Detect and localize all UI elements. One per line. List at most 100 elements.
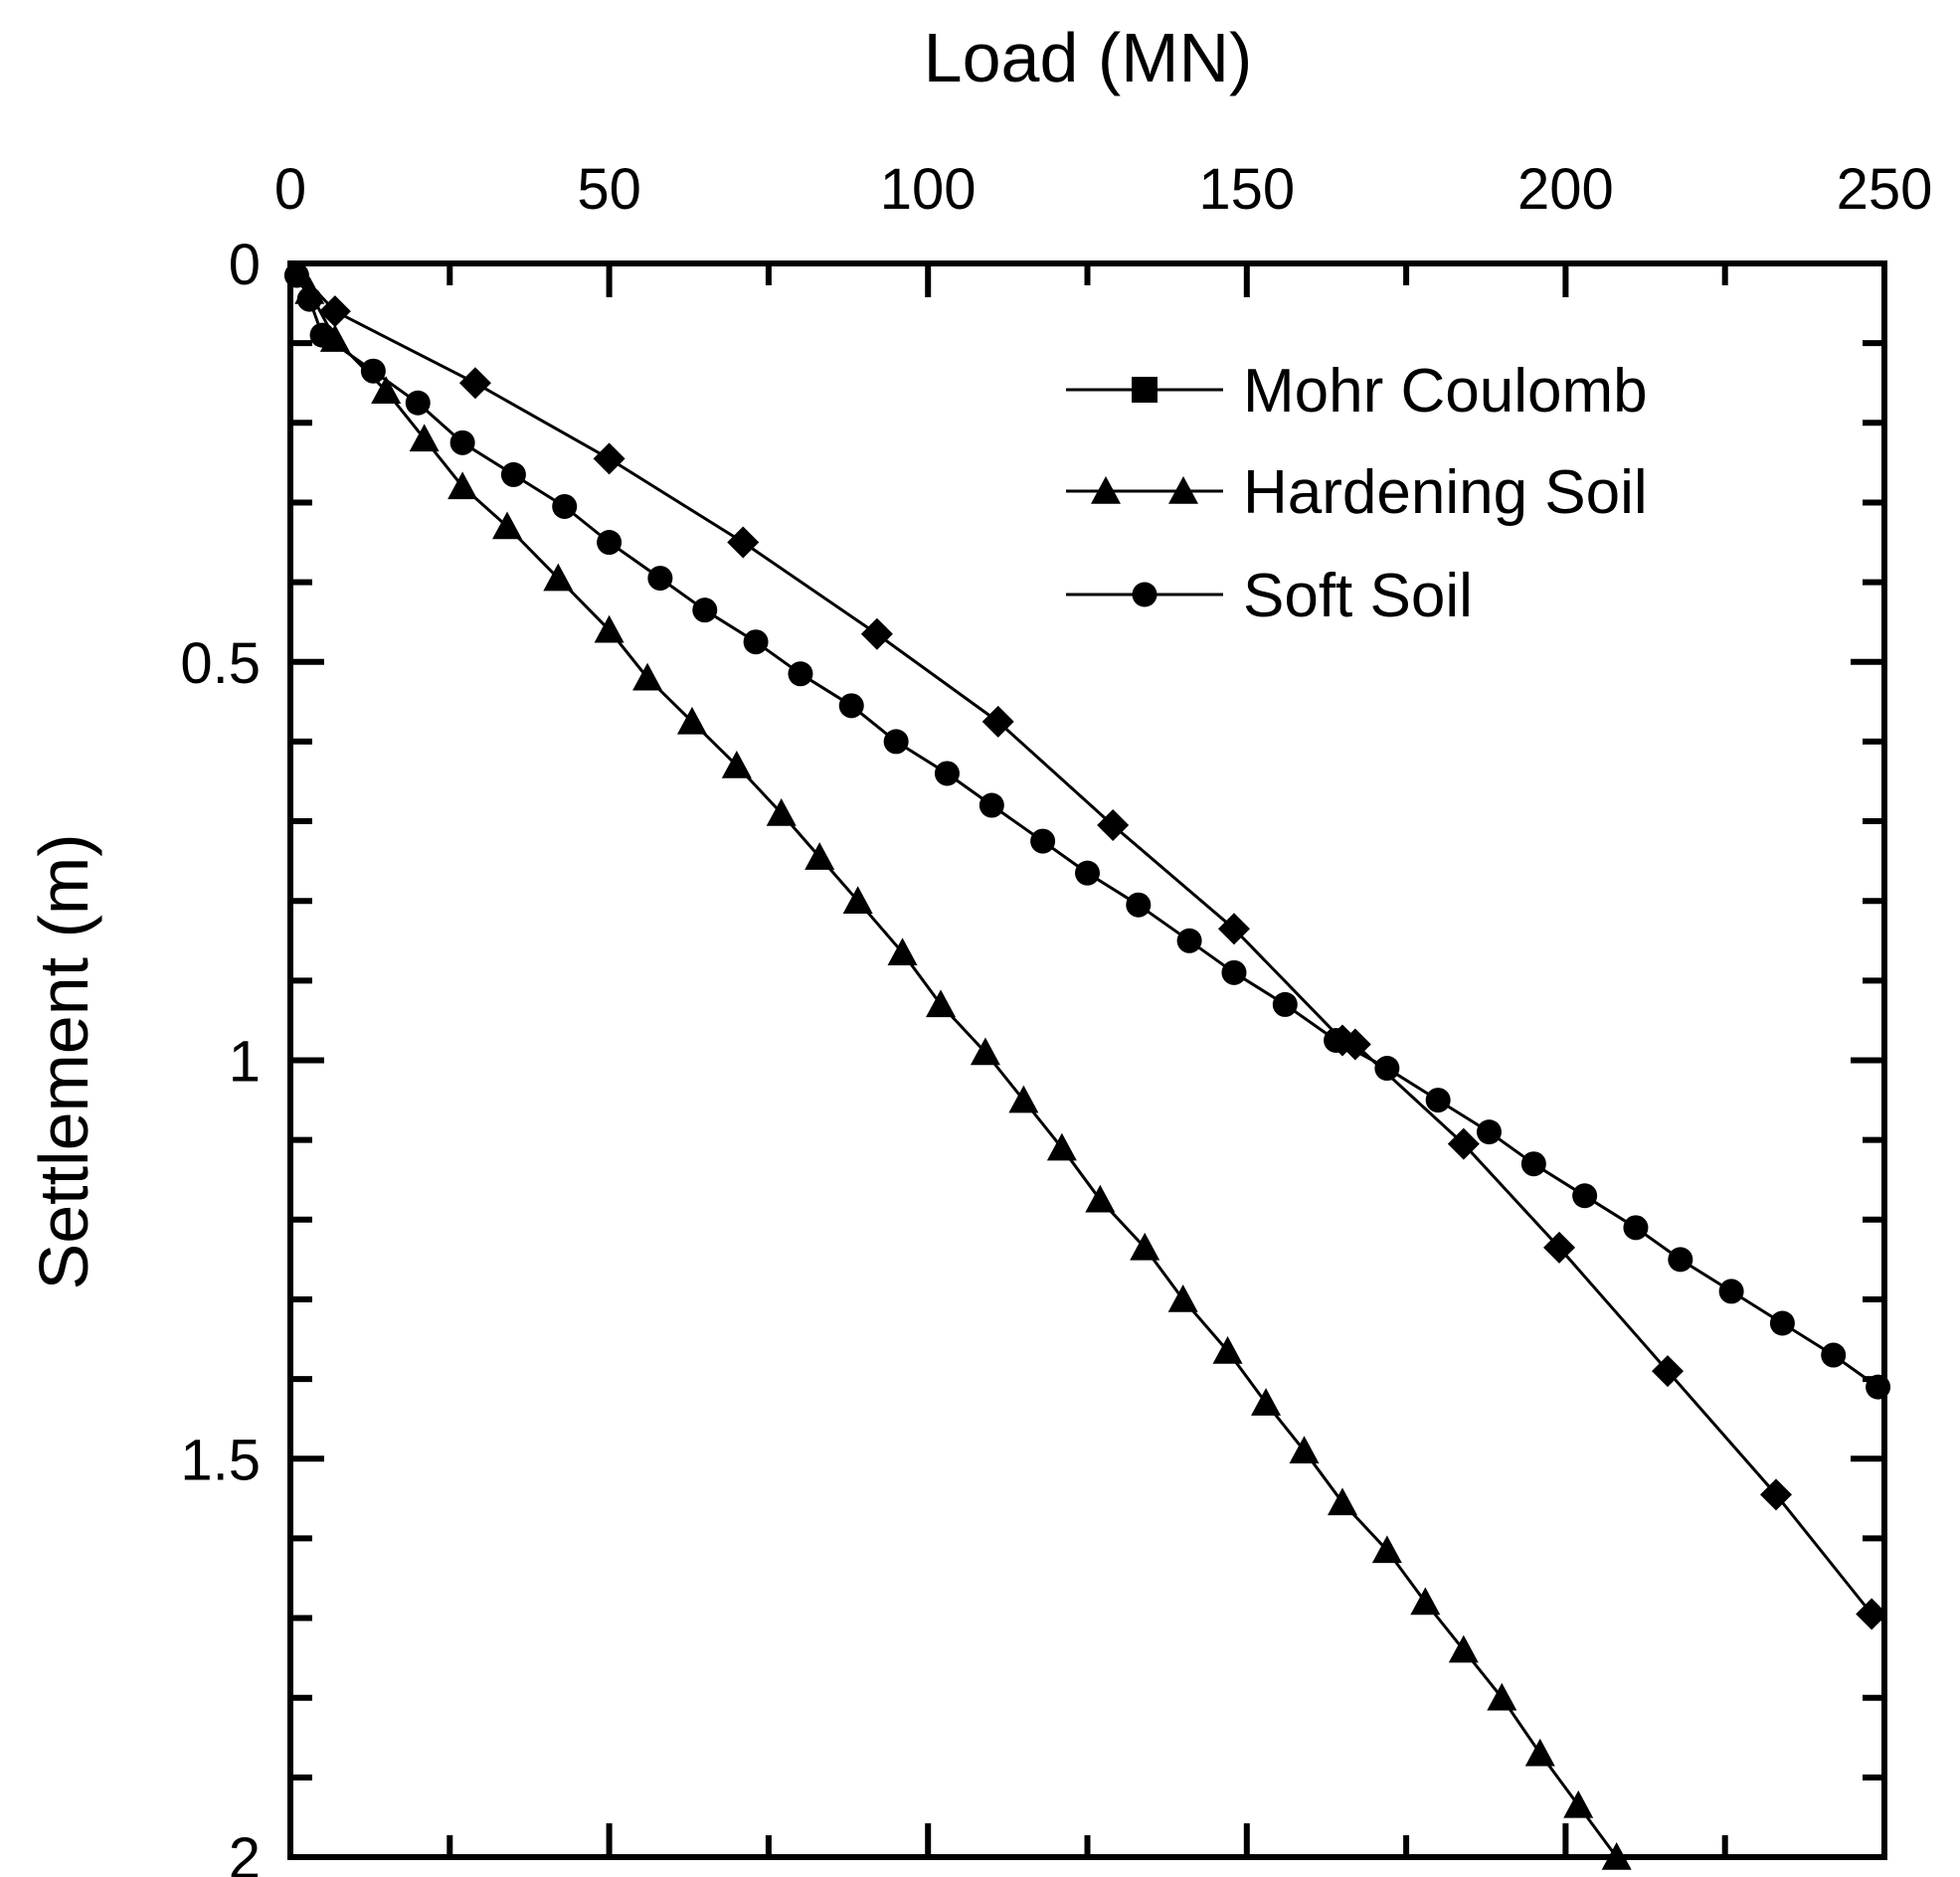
legend: Mohr Coulomb Hardening Soil Soft Soil: [1066, 357, 1648, 630]
y-tick-label: 1.5: [180, 1428, 261, 1492]
mohr-coulomb-point: [860, 617, 893, 650]
hardening-soil-point: [721, 750, 752, 778]
hardening-soil-point: [447, 471, 478, 500]
hardening-soil-point: [1487, 1682, 1517, 1711]
mohr-coulomb-point: [1759, 1478, 1792, 1511]
hardening-soil-point: [409, 424, 440, 452]
soft-soil-point: [838, 693, 864, 719]
hardening-soil-point: [1167, 1283, 1198, 1312]
hardening-soil-point: [926, 989, 957, 1018]
legend-marker: [1132, 377, 1158, 403]
mohr-coulomb-point: [1856, 1598, 1888, 1630]
hardening-soil-point: [676, 706, 707, 735]
hardening-soil-point: [1563, 1790, 1594, 1818]
hardening-soil-point: [1371, 1535, 1402, 1564]
hardening-soil-point: [492, 511, 523, 540]
legend-label: Hardening Soil: [1243, 458, 1648, 527]
soft-soil-point: [552, 493, 578, 519]
mohr-coulomb-point: [1542, 1231, 1575, 1264]
x-axis-title: Load (MN): [924, 19, 1253, 96]
x-tick-label: 250: [1837, 157, 1933, 222]
hardening-soil-point: [371, 376, 402, 404]
hardening-soil-point: [1448, 1634, 1479, 1663]
legend-label: Mohr Coulomb: [1243, 357, 1648, 426]
soft-soil-point: [405, 390, 431, 416]
mohr-coulomb-point: [981, 705, 1014, 738]
soft-soil-point: [883, 729, 909, 755]
soft-soil-point: [1821, 1342, 1847, 1368]
legend-item-soft-soil: Soft Soil: [1066, 562, 1473, 630]
mohr-coulomb-point: [318, 295, 351, 328]
soft-soil-point: [296, 286, 322, 312]
soft-soil-point: [1769, 1310, 1795, 1336]
hardening-soil-point: [1327, 1487, 1357, 1516]
mohr-coulomb-point: [1097, 809, 1130, 842]
soft-soil-point: [500, 461, 526, 487]
soft-soil-point: [449, 429, 475, 455]
soft-soil-point: [1718, 1279, 1744, 1304]
hardening-soil-point: [887, 938, 918, 966]
legend-item-mohr-coulomb: Mohr Coulomb: [1066, 357, 1648, 426]
hardening-soil-point: [594, 614, 624, 643]
series-mohr-coulomb: [288, 261, 1888, 1630]
soft-soil-point: [1520, 1151, 1546, 1177]
hardening-soil-point: [804, 842, 835, 870]
soft-soil-point: [309, 322, 335, 348]
hardening-soil-point: [1130, 1232, 1160, 1261]
hardening-soil-point: [1046, 1132, 1077, 1161]
soft-soil-point: [360, 358, 386, 384]
x-tick-label: 100: [880, 157, 977, 222]
hardening-soil-point: [1212, 1336, 1243, 1364]
mohr-coulomb-point: [1217, 913, 1250, 945]
mohr-coulomb-point: [593, 442, 625, 475]
soft-soil-point: [1075, 860, 1100, 886]
soft-soil-point: [1176, 928, 1202, 953]
hardening-soil-point: [970, 1037, 1000, 1066]
legend-marker: [1091, 476, 1121, 504]
soft-soil-point: [1668, 1247, 1693, 1273]
soft-soil-point: [692, 597, 718, 623]
hardening-soil-point: [766, 798, 797, 826]
legend-item-hardening-soil: Hardening Soil: [1066, 458, 1648, 527]
soft-soil-point: [743, 629, 769, 655]
hardening-soil-point: [842, 886, 873, 914]
axis-tick-labels: 0 50 100 150 200 250 0 0.5 1 1.5 2: [180, 157, 1932, 1877]
soft-soil-point: [979, 792, 1004, 818]
hardening-soil-point: [1008, 1085, 1039, 1113]
hardening-soil-point: [1289, 1436, 1320, 1463]
soft-soil-point: [1126, 892, 1152, 918]
x-tick-label: 200: [1517, 157, 1614, 222]
legend-marker: [1132, 582, 1158, 607]
plot-frame: [287, 260, 1887, 1860]
soft-soil-point: [647, 566, 673, 592]
hardening-soil-point: [1524, 1738, 1555, 1767]
mohr-coulomb-point: [458, 367, 491, 400]
hardening-soil-point: [543, 563, 574, 592]
series-hardening-soil: [288, 262, 1632, 1870]
y-tick-label: 2: [229, 1826, 261, 1877]
mohr-coulomb-point: [1651, 1355, 1684, 1388]
x-tick-label: 150: [1198, 157, 1295, 222]
soft-soil-point: [934, 761, 960, 786]
mohr-coulomb-point: [1447, 1127, 1480, 1160]
legend-label: Soft Soil: [1243, 562, 1473, 630]
x-tick-label: 50: [577, 157, 641, 222]
soft-soil-point: [597, 530, 623, 556]
soft-soil-point: [788, 661, 813, 687]
hardening-soil-line: [288, 262, 1618, 1858]
mohr-coulomb-point: [727, 526, 760, 559]
y-tick-label: 1: [229, 1030, 261, 1095]
soft-soil-point: [1324, 1027, 1349, 1053]
hardening-soil-point: [1251, 1388, 1282, 1416]
soft-soil-point: [1030, 828, 1056, 854]
soft-soil-point: [1374, 1056, 1400, 1082]
y-tick-label: 0: [229, 233, 261, 297]
mohr-coulomb-line: [288, 261, 1873, 1616]
y-axis-title: Settlement (m): [25, 834, 102, 1290]
legend-marker: [1168, 476, 1198, 504]
soft-soil-point: [1272, 991, 1298, 1017]
hardening-soil-point: [1410, 1587, 1441, 1616]
series-layer: [283, 261, 1891, 1870]
soft-soil-point: [1476, 1119, 1502, 1145]
